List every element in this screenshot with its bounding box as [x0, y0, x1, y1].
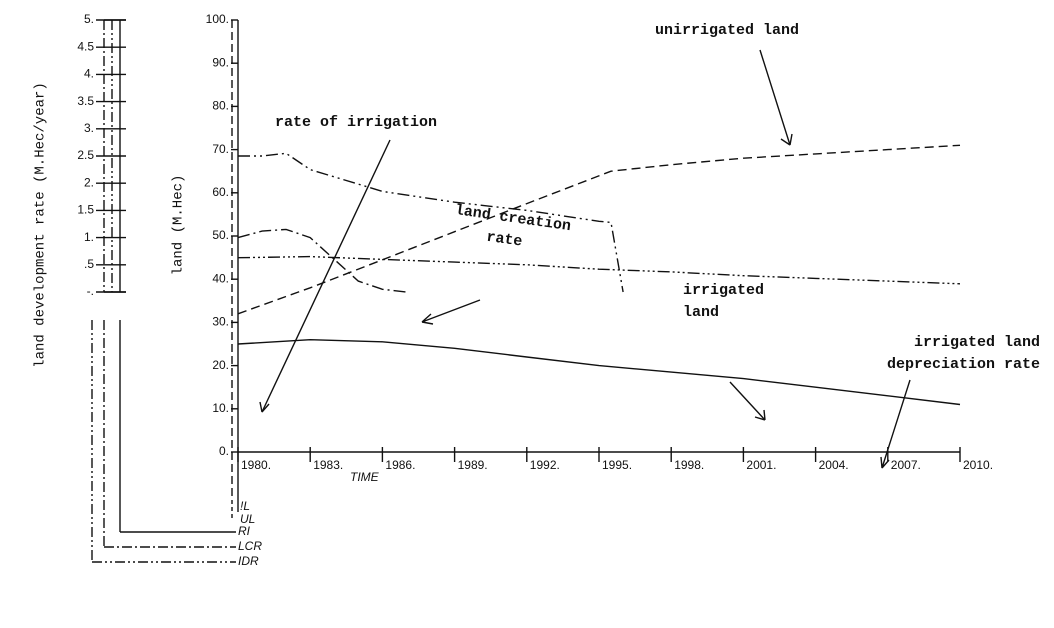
y-axis-title: land (M.Hec) — [171, 175, 187, 276]
annotation: land creation — [454, 202, 572, 235]
y2-tick-label: 2.5 — [77, 148, 94, 162]
y-tick-label: 50. — [212, 228, 229, 242]
y2-tick-label: 3.5 — [77, 94, 94, 108]
arrow — [880, 379, 911, 469]
legend-label: !L — [240, 499, 250, 513]
y2-tick-label: 4. — [84, 67, 94, 81]
x-tick-label: 1995. — [602, 458, 632, 472]
annotation: irrigated — [683, 282, 764, 299]
x-tick-label: 2004. — [819, 458, 849, 472]
y2-tick-label: 5. — [84, 12, 94, 26]
series-line — [237, 144, 961, 315]
legend-label: RI — [238, 524, 251, 538]
y2-tick-label: 4.5 — [77, 39, 94, 53]
series-line — [237, 228, 407, 293]
legend-label: UL — [240, 512, 255, 526]
series-line — [238, 152, 624, 293]
y2-tick-label: 1.5 — [77, 203, 94, 217]
series-line — [237, 255, 961, 285]
annotation: land — [683, 304, 719, 321]
x-tick-label: 2001. — [746, 458, 776, 472]
arrow — [759, 49, 793, 146]
y2-tick-label: .5 — [84, 257, 94, 271]
y-tick-label: 70. — [212, 142, 229, 156]
y-tick-label: 100. — [206, 12, 229, 26]
y-tick-label: 40. — [212, 271, 229, 285]
arrow — [259, 401, 270, 413]
x-tick-label: 1983. — [313, 458, 343, 472]
arrow — [729, 381, 766, 421]
arrow — [261, 139, 391, 413]
annotation: depreciation rate — [887, 356, 1040, 373]
legend-label: IDR — [238, 554, 259, 568]
arrow — [421, 299, 481, 325]
y2-axis-title: land development rate (M.Hec/year) — [33, 82, 49, 368]
y2-tick-label: 1. — [84, 230, 94, 244]
x-tick-label: 1980. — [241, 458, 271, 472]
y-tick-label: 30. — [212, 315, 229, 329]
y-tick-label: 60. — [212, 185, 229, 199]
annotation: rate of irrigation — [275, 114, 437, 131]
annotation: irrigated land — [914, 334, 1040, 351]
x-tick-label: 1998. — [674, 458, 704, 472]
x-tick-label: 2010. — [963, 458, 993, 472]
y-tick-label: 90. — [212, 55, 229, 69]
x-tick-label: 1986. — [385, 458, 415, 472]
annotation: rate — [485, 229, 523, 251]
annotation: unirrigated land — [655, 22, 799, 39]
y2-tick-label: 3. — [84, 121, 94, 135]
y-tick-label: 0. — [219, 444, 229, 458]
y-tick-label: 20. — [212, 358, 229, 372]
y2-tick-label: 2. — [84, 175, 94, 189]
x-tick-label: 1992. — [530, 458, 560, 472]
y-tick-label: 10. — [212, 401, 229, 415]
y2-tick-label: -. — [87, 284, 94, 298]
x-tick-label: 2007. — [891, 458, 921, 472]
x-axis-title: TIME — [350, 470, 380, 484]
legend-label: LCR — [238, 539, 262, 553]
series-line — [237, 338, 961, 406]
x-tick-label: 1989. — [458, 458, 488, 472]
y-tick-label: 80. — [212, 99, 229, 113]
